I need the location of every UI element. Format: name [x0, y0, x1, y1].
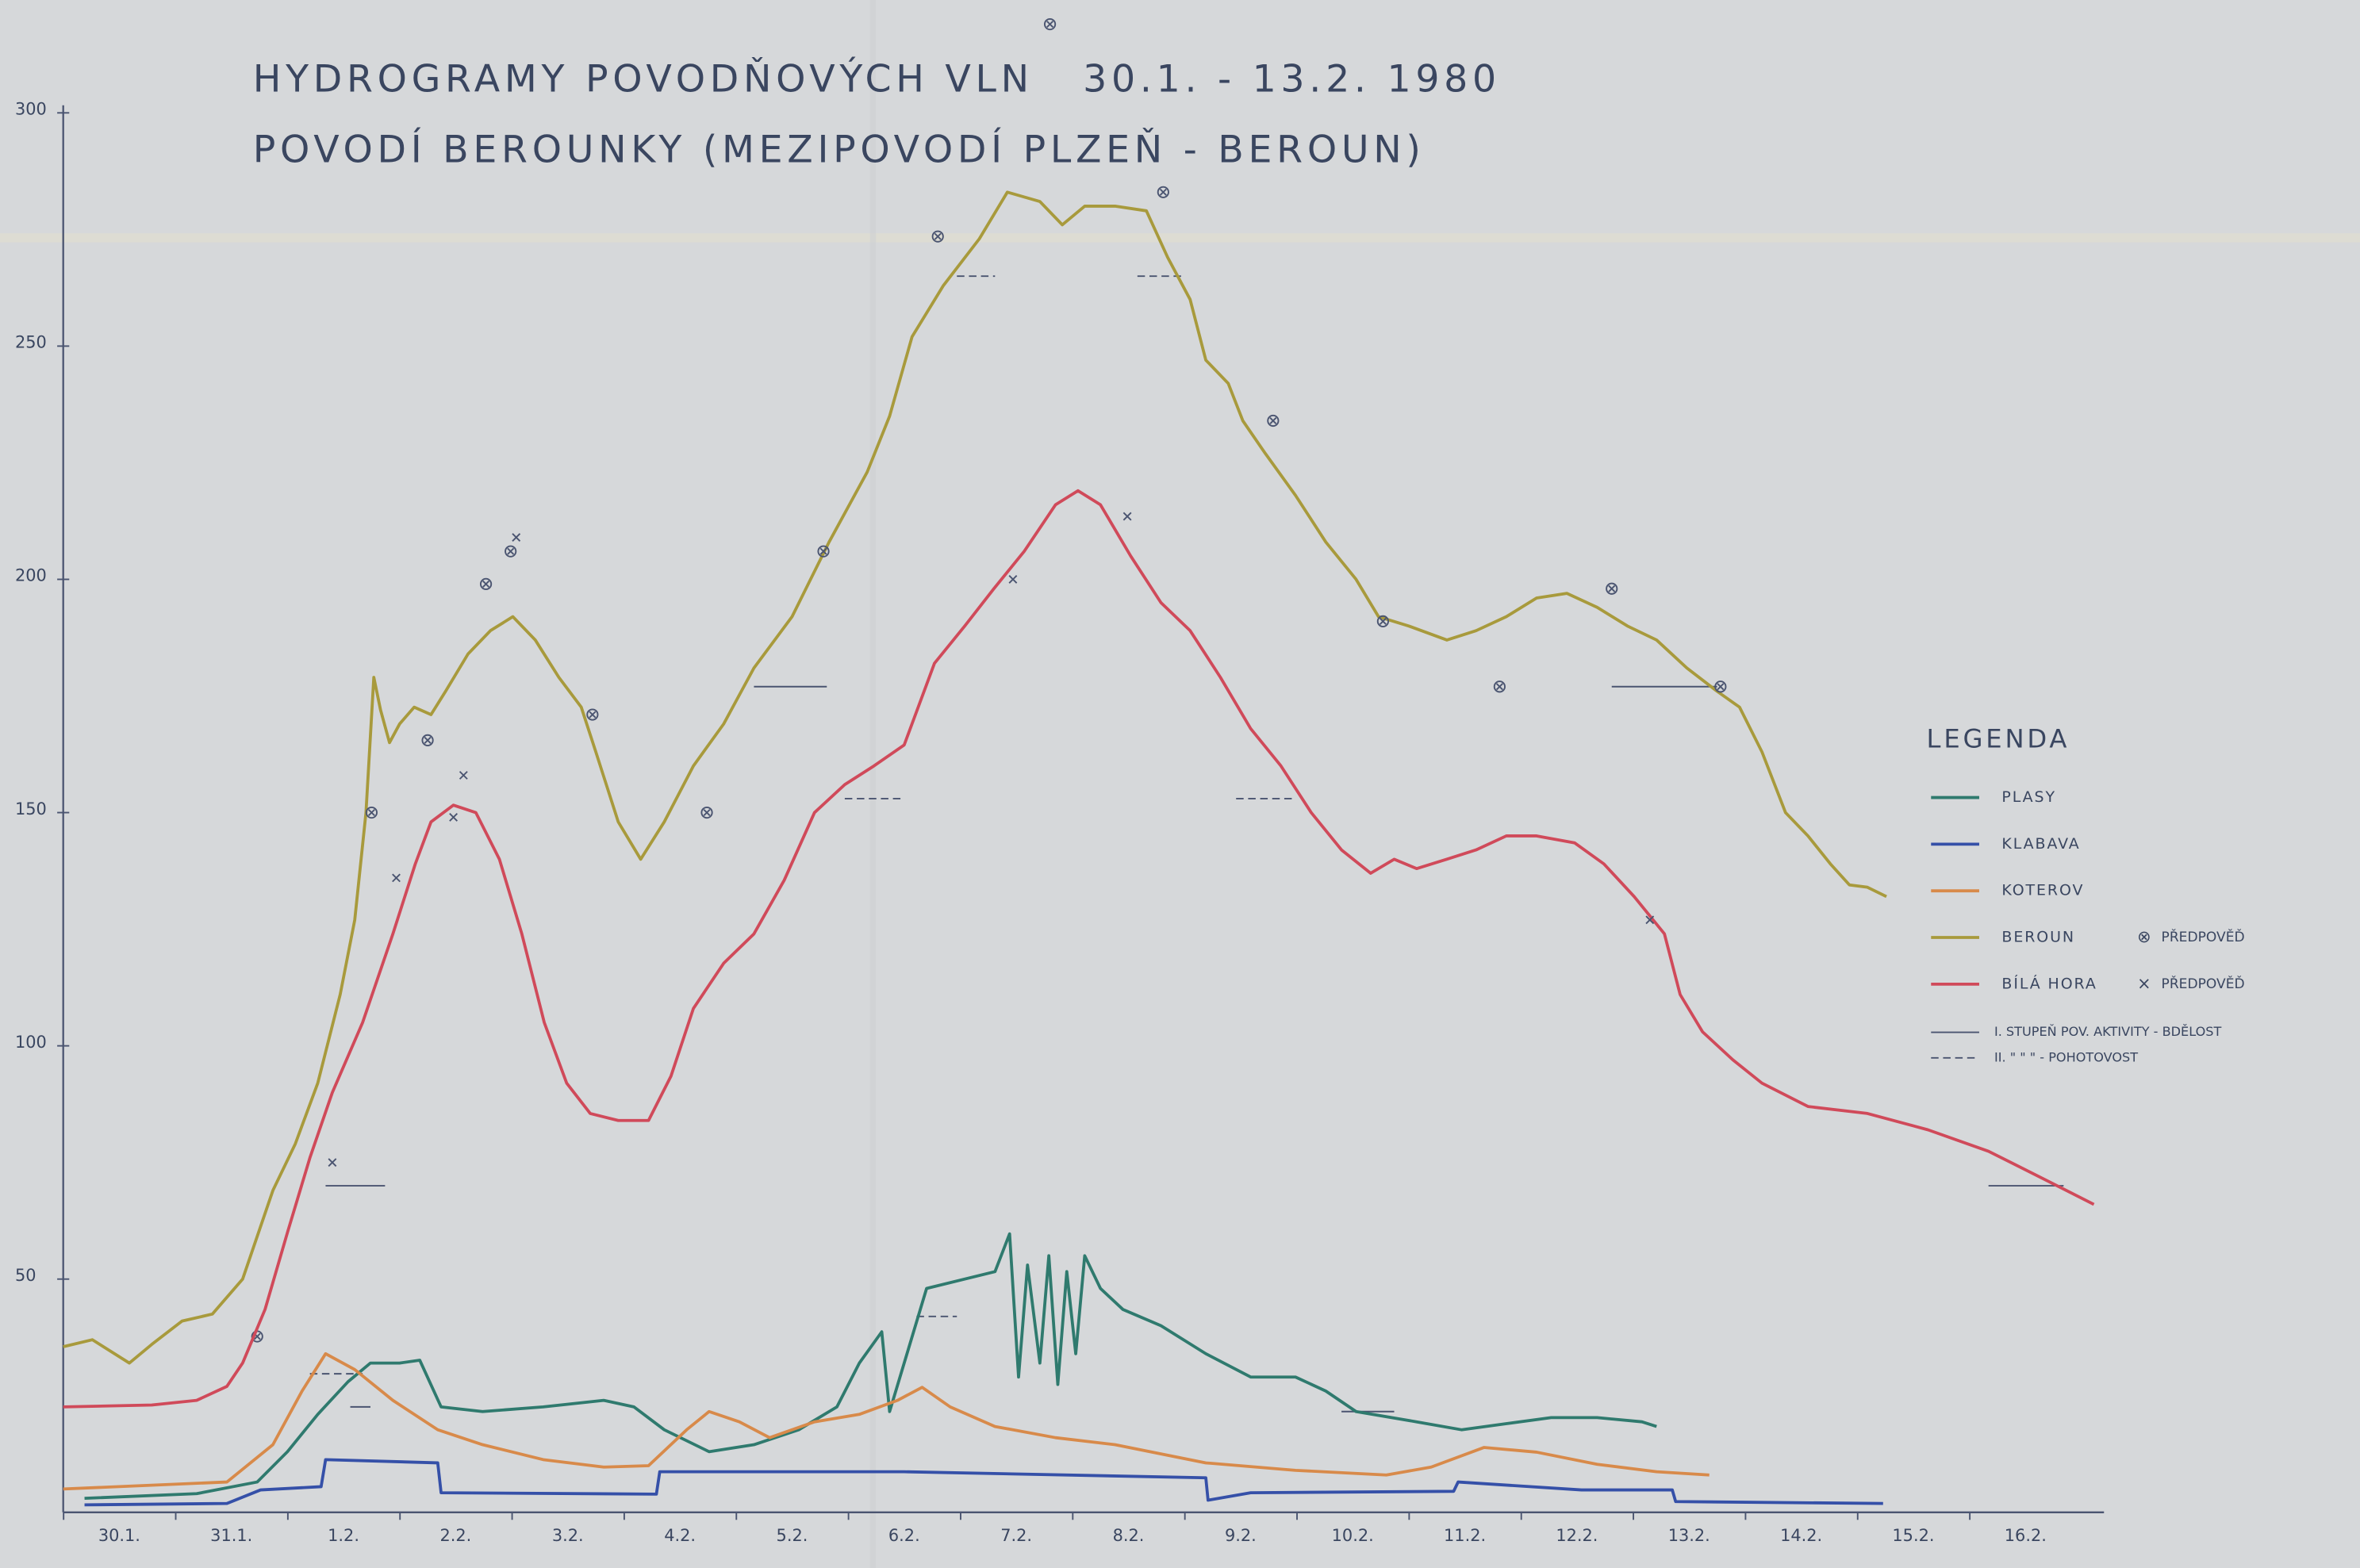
legend-label: BEROUN [2001, 929, 2075, 946]
chart-title: HYDROGRAMY POVODŇOVÝCH VLN 30.1. - 13.2.… [253, 56, 1501, 101]
x-tick-label: 11.2. [1444, 1526, 1486, 1545]
forecast-marker [700, 806, 713, 819]
legend-label: PLASY [2001, 788, 2056, 806]
x-tick-label: 14.2. [1780, 1526, 1822, 1545]
y-tick-label: 300 [15, 100, 47, 119]
forecast-marker [459, 771, 468, 780]
legend-forecast-label: PŘEDPOVĚĎ [2162, 975, 2245, 992]
y-tick-label: 200 [15, 566, 47, 585]
x-tick-label: 7.2. [1000, 1526, 1032, 1545]
forecast-marker [328, 1158, 337, 1167]
forecast-marker [1714, 680, 1727, 693]
y-tick-label: 100 [15, 1033, 47, 1052]
x-tick-label: 6.2. [888, 1526, 920, 1545]
series-line [84, 1458, 1883, 1507]
legend-label: KLABAVA [2001, 835, 2080, 853]
forecast-marker [1008, 575, 1018, 584]
x-tick-label: 15.2. [1892, 1526, 1934, 1545]
series-line [84, 1232, 1657, 1501]
forecast-marker [1122, 512, 1132, 521]
forecast-marker [505, 545, 517, 558]
x-tick-label: 13.2. [1668, 1526, 1710, 1545]
x-tick-label: 2.2. [440, 1526, 472, 1545]
x-tick-label: 3.2. [552, 1526, 584, 1545]
x-tick-label: 5.2. [777, 1526, 808, 1545]
forecast-marker [421, 734, 434, 746]
forecast-marker [586, 708, 599, 721]
x-tick-label: 4.2. [664, 1526, 696, 1545]
x-tick-label: 10.2. [1332, 1526, 1374, 1545]
forecast-marker [479, 577, 493, 590]
legend-label: BÍLÁ HORA [2001, 974, 2097, 992]
y-tick-label: 250 [15, 333, 47, 352]
forecast-marker [1267, 414, 1280, 427]
forecast-marker [1645, 915, 1655, 925]
x-tick-label: 9.2. [1225, 1526, 1257, 1545]
forecast-marker [817, 545, 830, 558]
x-tick-label: 31.1. [210, 1526, 252, 1545]
legend-title: LEGENDA [1927, 723, 2070, 753]
legend-forecast-label: PŘEDPOVĚĎ [2162, 928, 2245, 945]
forecast-marker [512, 533, 521, 542]
forecast-marker [392, 873, 401, 883]
forecast-marker [1606, 582, 1618, 595]
forecast-marker [449, 813, 459, 822]
series-line [63, 489, 2095, 1409]
legend-forecast-symbol: × [2137, 974, 2151, 993]
forecast-marker [1376, 615, 1389, 627]
series-line [63, 1351, 1710, 1491]
x-tick-label: 8.2. [1113, 1526, 1145, 1545]
forecast-marker [931, 230, 944, 243]
series-line [63, 190, 1887, 1365]
forecast-marker [365, 806, 378, 819]
legend-level-label: I. STUPEŇ POV. AKTIVITY - BDĚLOST [1994, 1024, 2222, 1039]
forecast-marker [1493, 680, 1506, 693]
y-tick-label: 150 [15, 799, 47, 819]
legend-level-label: II. " " " - POHOTOVOST [1994, 1049, 2138, 1064]
forecast-marker [1043, 17, 1057, 31]
x-tick-label: 1.2. [328, 1526, 359, 1545]
forecast-marker [1157, 186, 1169, 198]
legend-label: KOTEROV [2001, 882, 2084, 899]
x-tick-label: 30.1. [98, 1526, 140, 1545]
x-tick-label: 16.2. [2005, 1526, 2047, 1545]
x-tick-label: 12.2. [1556, 1526, 1598, 1545]
y-tick-label: 50 [15, 1266, 36, 1285]
legend-forecast-symbol: ⊗ [2137, 927, 2151, 946]
chart-subtitle: POVODÍ BEROUNKY (MEZIPOVODÍ PLZEŇ - BERO… [253, 127, 1426, 172]
